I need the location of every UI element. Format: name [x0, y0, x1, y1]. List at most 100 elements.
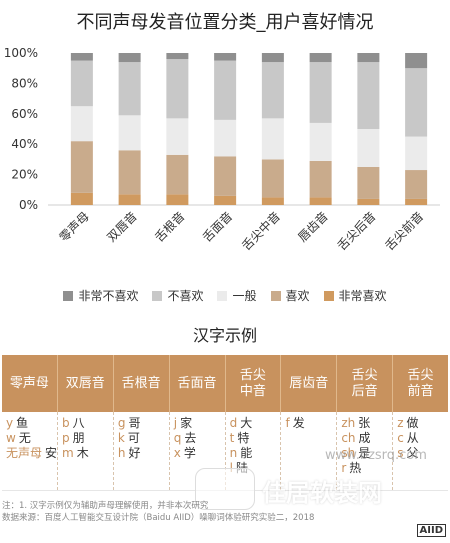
- x-tick-label: 零声母: [57, 209, 92, 244]
- x-tick-label: 舌面音: [199, 209, 235, 245]
- bar-segment: [357, 62, 380, 130]
- legend-item: 不喜欢: [152, 287, 203, 304]
- initial-letter: p: [62, 431, 70, 445]
- x-tick-label: 舌尖中音: [238, 209, 283, 254]
- y-tick-label: 20%: [11, 168, 38, 182]
- bar-segment: [309, 197, 332, 205]
- legend-swatch: [270, 290, 281, 301]
- legend-item: 喜欢: [270, 287, 310, 304]
- example-character: 张: [358, 416, 371, 430]
- footnote: 注：1. 汉字示例仅为辅助声母理解使用，并非本次研究 数据来源：百度人工智能交互…: [2, 500, 314, 524]
- example-character: 发: [292, 416, 305, 430]
- example-character: 可: [127, 431, 140, 445]
- legend-label: 非常不喜欢: [78, 289, 139, 303]
- column-cell: y 鱼 w 无无声母安: [2, 412, 59, 490]
- bar-segment: [357, 129, 380, 167]
- bar-segment: [118, 115, 141, 151]
- legend-item: 一般: [217, 287, 257, 304]
- example-item: ch 成: [341, 431, 392, 446]
- bar-segment: [309, 122, 332, 161]
- example-character: 好: [128, 446, 141, 460]
- legend-label: 非常喜欢: [338, 289, 387, 303]
- x-tick-label: 舌尖前音: [382, 209, 427, 254]
- footnote-source: 数据来源：百度人工智能交互设计院（Baidu AIID）噪聊词体验研究实验二，2…: [2, 513, 315, 523]
- initial-letter: k: [117, 431, 125, 445]
- x-tick-label: 双唇音: [104, 209, 140, 245]
- bar-segment: [405, 53, 428, 69]
- y-tick-label: 100%: [4, 46, 38, 60]
- legend-label: 不喜欢: [167, 289, 204, 303]
- example-character: 做: [406, 416, 419, 430]
- bar-segment: [70, 106, 93, 142]
- x-tick-label: 舌根音: [151, 209, 187, 245]
- initial-letter: t: [229, 431, 235, 445]
- initial-letter: w: [6, 431, 16, 445]
- initial-letter: z: [397, 416, 404, 430]
- examples-table: 零声母 双唇音 舌根音 舌面音 舌尖 中音 唇齿音 舌尖 后音 舌尖 前音 y 鱼 w 无无声母安 b 八 p 朋…: [2, 355, 448, 491]
- initial-letter: f: [285, 416, 290, 430]
- example-character: 热: [349, 461, 362, 475]
- bar-segment: [118, 150, 141, 195]
- bar-segment: [405, 68, 428, 137]
- legend-item: 非常喜欢: [323, 287, 387, 304]
- bar-segment: [166, 194, 189, 205]
- bar-segment: [70, 141, 93, 193]
- legend-swatch: [323, 290, 334, 301]
- legend-label: 喜欢: [285, 289, 310, 303]
- bar-segment: [309, 53, 332, 63]
- chart-title: 不同声母发音位置分类_用户喜好情况: [76, 12, 374, 33]
- initial-letter: b: [62, 416, 70, 430]
- initial-letter: m: [62, 446, 74, 460]
- initial-letter: g: [117, 416, 126, 430]
- legend-label: 一般: [232, 289, 257, 303]
- initial-letter: r: [341, 461, 347, 475]
- example-character: 安: [45, 446, 58, 460]
- example-character: 从: [406, 431, 419, 445]
- initial-letter: c: [397, 431, 404, 445]
- bar-segment: [118, 53, 141, 63]
- example-item: sh 是: [341, 446, 392, 461]
- bar-segment: [261, 118, 284, 160]
- bar-segment: [261, 62, 284, 119]
- example-character: 父: [406, 446, 419, 460]
- x-tick-label: 舌尖后音: [334, 209, 379, 254]
- bar-segment: [166, 53, 189, 60]
- example-item: 无声母安: [6, 446, 57, 461]
- bar-segment: [357, 167, 380, 199]
- stacked-bar-chart: 0% 20% 40% 60% 80% 100% 零声母 双唇音 舌根音 舌面音 舌尖中音 唇齿音 舌尖后…: [4, 46, 440, 254]
- column-header: 零声母: [2, 355, 58, 412]
- initial-letter: d: [229, 416, 238, 430]
- bar-segment: [261, 53, 284, 63]
- initial-letter: s: [397, 446, 404, 460]
- example-character: 木: [76, 446, 89, 460]
- column-header: 舌面音: [170, 355, 226, 412]
- bar-segment: [214, 119, 237, 157]
- example-character: 八: [72, 416, 85, 430]
- bar-segment: [214, 53, 237, 61]
- footnote-line-1: 注：1. 汉字示例仅为辅助声母理解使用，并非本次研究: [2, 501, 209, 511]
- example-character: 朋: [72, 431, 85, 445]
- bar-segment: [70, 60, 93, 107]
- bar-segment: [405, 136, 428, 171]
- x-tick-label: 唇齿音: [295, 209, 331, 245]
- initial-letter: y: [6, 416, 14, 430]
- bar-segment: [70, 192, 93, 205]
- legend-swatch: [217, 290, 228, 301]
- legend-swatch: [63, 290, 74, 301]
- bar-segment: [214, 156, 237, 196]
- initial-letter: sh: [341, 446, 356, 460]
- bar-segment: [166, 59, 189, 119]
- watermark-logo: [195, 468, 255, 510]
- legend-swatch: [152, 290, 163, 301]
- column-header: 舌尖 后音: [337, 355, 394, 412]
